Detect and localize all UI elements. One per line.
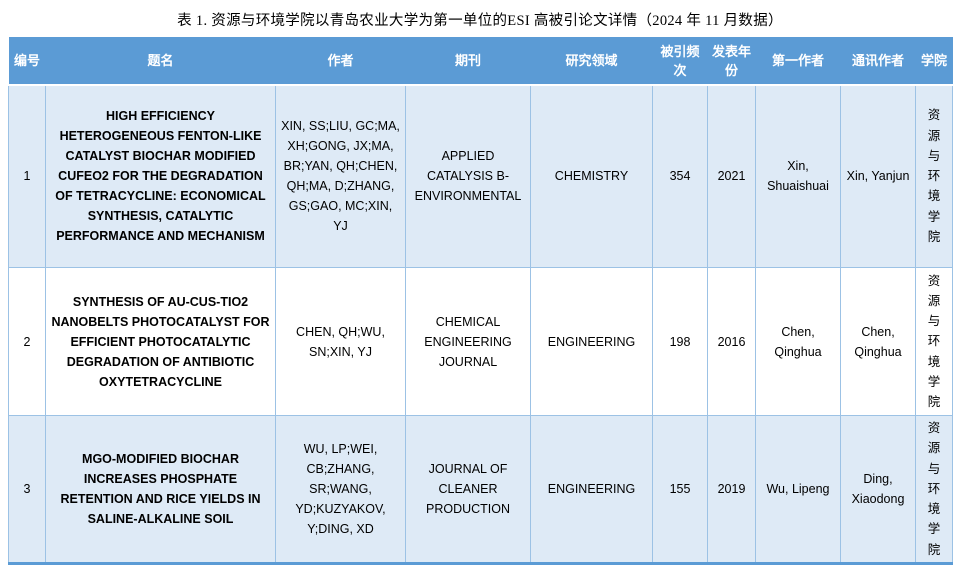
cell-year: 2021 (707, 84, 756, 268)
cell-citations: 198 (652, 267, 708, 416)
cell-first-author: Xin, Shuaishuai (755, 84, 841, 268)
cell-journal: JOURNAL OF CLEANER PRODUCTION (405, 415, 531, 564)
cell-journal: CHEMICAL ENGINEERING JOURNAL (405, 267, 531, 416)
page-title: 表 1. 资源与环境学院以青岛农业大学为第一单位的ESI 高被引论文详情（202… (177, 13, 783, 29)
cell-corresponding-author: Chen, Qinghua (840, 267, 916, 416)
cell-authors: WU, LP;WEI, CB;ZHANG, SR;WANG, YD;KUZYAK… (275, 415, 406, 564)
table-row: 3 MGO-MODIFIED BIOCHAR INCREASES PHOSPHA… (8, 415, 953, 564)
table-body: 1 HIGH EFFICIENCY HETEROGENEOUS FENTON-L… (8, 84, 953, 564)
esi-papers-table: 编号 题名 作者 期刊 研究领域 被引频次 发表年份 第一作者 通讯作者 学院 … (8, 37, 953, 565)
cell-year: 2019 (707, 415, 756, 564)
cell-citations: 155 (652, 415, 708, 564)
cell-college: 资源与环境学院 (915, 84, 953, 268)
cell-college: 资源与环境学院 (915, 415, 953, 564)
cell-number: 2 (8, 267, 46, 416)
college-vertical-text: 资源与环境学院 (927, 421, 941, 557)
header-row: 编号 题名 作者 期刊 研究领域 被引频次 发表年份 第一作者 通讯作者 学院 (8, 38, 953, 86)
cell-year: 2016 (707, 267, 756, 416)
cell-journal: APPLIED CATALYSIS B-ENVIRONMENTAL (405, 84, 531, 268)
col-header-corresponding-author: 通讯作者 (840, 38, 916, 86)
col-header-field: 研究领域 (530, 38, 653, 86)
cell-college: 资源与环境学院 (915, 267, 953, 416)
col-header-title: 题名 (45, 38, 276, 86)
college-vertical-text: 资源与环境学院 (927, 273, 941, 410)
cell-field: ENGINEERING (530, 415, 653, 564)
cell-authors: CHEN, QH;WU, SN;XIN, YJ (275, 267, 406, 416)
col-header-authors: 作者 (275, 38, 406, 86)
col-header-college: 学院 (915, 38, 953, 86)
cell-first-author: Wu, Lipeng (755, 415, 841, 564)
cell-number: 1 (8, 84, 46, 268)
cell-field: CHEMISTRY (530, 84, 653, 268)
col-header-journal: 期刊 (405, 38, 531, 86)
cell-first-author: Chen, Qinghua (755, 267, 841, 416)
table-row: 1 HIGH EFFICIENCY HETEROGENEOUS FENTON-L… (8, 84, 953, 268)
col-header-citations: 被引频次 (652, 38, 708, 86)
col-header-year: 发表年份 (707, 38, 756, 86)
college-vertical-text: 资源与环境学院 (927, 108, 941, 244)
col-header-number: 编号 (8, 38, 46, 86)
col-header-first-author: 第一作者 (755, 38, 841, 86)
cell-corresponding-author: Ding, Xiaodong (840, 415, 916, 564)
cell-corresponding-author: Xin, Yanjun (840, 84, 916, 268)
cell-title: MGO-MODIFIED BIOCHAR INCREASES PHOSPHATE… (45, 415, 276, 564)
cell-title: SYNTHESIS OF AU-CUS-TIO2 NANOBELTS PHOTO… (45, 267, 276, 416)
cell-number: 3 (8, 415, 46, 564)
table-row: 2 SYNTHESIS OF AU-CUS-TIO2 NANOBELTS PHO… (8, 267, 953, 416)
cell-field: ENGINEERING (530, 267, 653, 416)
cell-title: HIGH EFFICIENCY HETEROGENEOUS FENTON-LIK… (45, 84, 276, 268)
table-header: 编号 题名 作者 期刊 研究领域 被引频次 发表年份 第一作者 通讯作者 学院 (8, 38, 953, 86)
cell-citations: 354 (652, 84, 708, 268)
cell-authors: XIN, SS;LIU, GC;MA, XH;GONG, JX;MA, BR;Y… (275, 84, 406, 268)
